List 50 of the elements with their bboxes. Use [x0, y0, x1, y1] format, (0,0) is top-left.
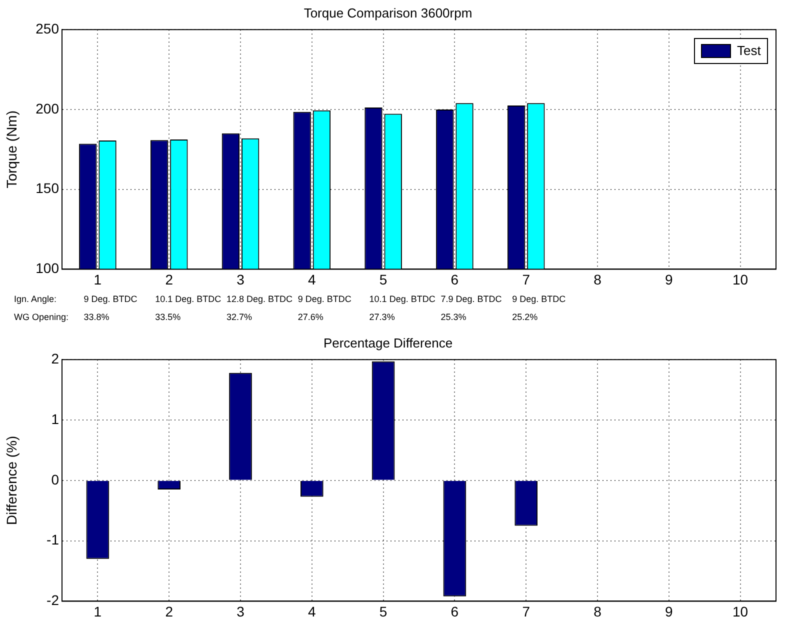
x-tick-label: 6: [450, 603, 459, 620]
y-tick-label: 100: [36, 260, 60, 276]
x-tick-label: 10: [732, 603, 748, 620]
text: 10.1 Deg. BTDC: [155, 294, 222, 304]
x-tick-label: 9: [665, 603, 673, 620]
text: 27.6%: [298, 312, 324, 322]
x-tick-label: 2: [165, 603, 174, 620]
text: 33.8%: [84, 312, 110, 322]
text: 12.8 Deg. BTDC: [226, 294, 293, 304]
y-tick-label: 200: [36, 100, 60, 116]
x-tick-label: 7: [522, 271, 530, 288]
x-tick-label: 6: [450, 271, 459, 288]
text: 9 Deg. BTDC: [84, 294, 138, 304]
y-axis-title: Difference (%): [3, 436, 20, 526]
text: 9 Deg. BTDC: [512, 294, 566, 304]
text: 25.2%: [512, 312, 538, 322]
y-tick-label: 250: [36, 20, 60, 36]
x-tick-label: 4: [308, 603, 316, 620]
x-tick-label: 3: [236, 603, 245, 620]
y-tick-label: 1: [51, 410, 60, 427]
x-tick-label: 7: [522, 603, 530, 620]
y-tick-label: -2: [46, 592, 60, 608]
x-tick-label: 8: [594, 603, 602, 620]
legend-label: Test: [737, 43, 761, 58]
text: WG Opening:: [14, 312, 69, 322]
x-tick-label: 1: [94, 271, 102, 288]
x-tick-label: 3: [236, 271, 245, 288]
x-tick-label: 5: [379, 271, 388, 288]
y-tick-label: 0: [51, 471, 60, 488]
x-tick-label: 4: [308, 271, 316, 288]
y-tick-label: 150: [36, 180, 60, 196]
x-tick-label: 5: [379, 603, 388, 620]
text: Ign. Angle:: [14, 294, 57, 304]
text: 32.7%: [226, 312, 252, 322]
text: 27.3%: [369, 312, 395, 322]
chart-title: Percentage Difference: [323, 335, 453, 350]
y-axis-title: Torque (Nm): [3, 110, 20, 188]
y-tick-label: -1: [46, 532, 60, 548]
x-tick-label: 1: [94, 603, 102, 620]
x-tick-label: 10: [732, 271, 748, 288]
text: 25.3%: [440, 312, 466, 322]
text: 9 Deg. BTDC: [298, 294, 352, 304]
x-tick-label: 2: [165, 271, 174, 288]
x-tick-label: 8: [594, 271, 602, 288]
y-tick-label: 2: [51, 350, 60, 366]
text: 7.9 Deg. BTDC: [440, 294, 502, 304]
x-tick-label: 9: [665, 271, 673, 288]
chart-title: Torque Comparison 3600rpm: [304, 5, 472, 20]
text: 33.5%: [155, 312, 181, 322]
text: 10.1 Deg. BTDC: [369, 294, 436, 304]
